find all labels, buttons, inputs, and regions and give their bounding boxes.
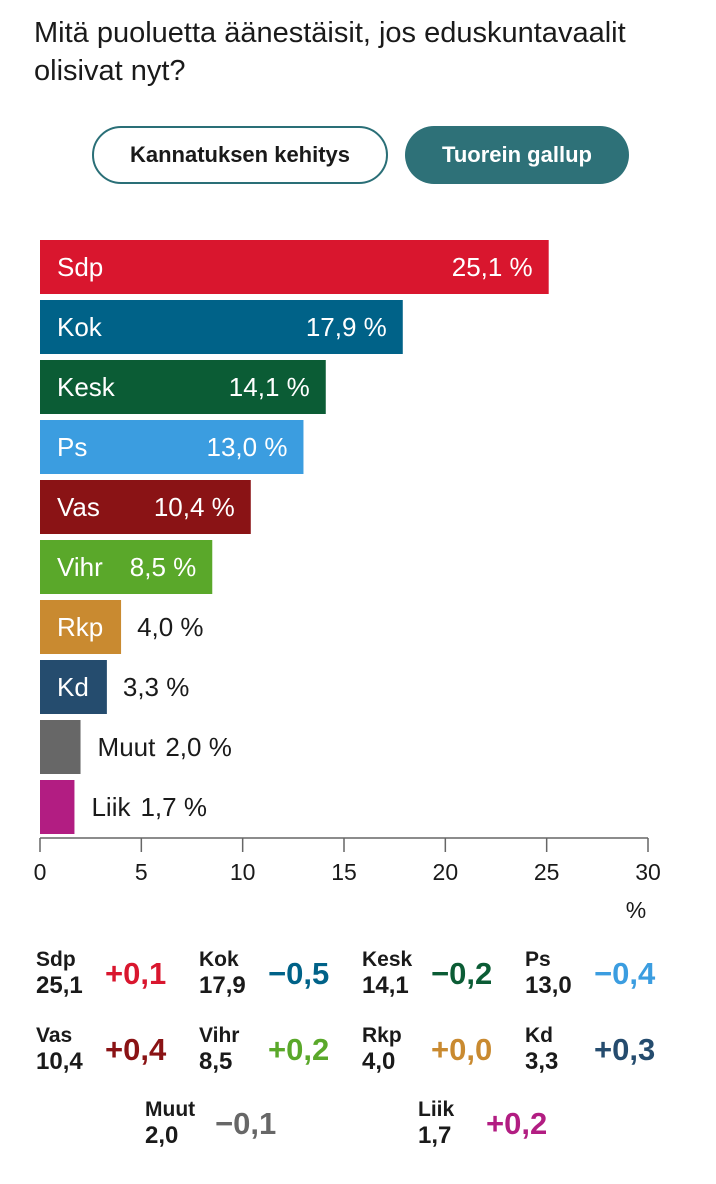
- bar-ps: [40, 420, 304, 474]
- x-tick-label-20: 20: [433, 859, 459, 885]
- bar-rkp: [40, 600, 122, 654]
- x-tick-label-0: 0: [34, 859, 47, 885]
- change-value-muut: 2,0: [145, 1122, 179, 1149]
- bar-kesk: [40, 360, 326, 414]
- bar-value-kd: 3,3 %: [123, 672, 190, 702]
- bar-vihr: [40, 540, 213, 594]
- bar-value-liik: 1,7 %: [140, 792, 207, 822]
- bar-vas: [40, 480, 251, 534]
- bar-value-sdp: 25,1 %: [452, 252, 533, 282]
- change-value-rkp: 4,0: [362, 1048, 396, 1075]
- change-party-ps: Ps: [525, 948, 551, 971]
- change-delta-sdp: +0,1: [105, 956, 167, 991]
- bar-value-vas: 10,4 %: [154, 492, 235, 522]
- change-value-sdp: 25,1: [36, 972, 83, 999]
- bar-value-ps: 13,0 %: [207, 432, 288, 462]
- bar-label-sdp: Sdp: [57, 252, 103, 282]
- change-value-kd: 3,3: [525, 1048, 559, 1075]
- bar-value-rkp: 4,0 %: [137, 612, 204, 642]
- change-value-ps: 13,0: [525, 972, 572, 999]
- change-party-kok: Kok: [199, 948, 239, 971]
- bar-label-rkp: Rkp: [57, 612, 103, 642]
- change-value-kok: 17,9: [199, 972, 246, 999]
- change-party-liik: Liik: [418, 1098, 455, 1121]
- bar-label-kesk: Kesk: [57, 372, 116, 402]
- bar-liik: [40, 780, 75, 834]
- bar-label-vihr: Vihr: [57, 552, 103, 582]
- x-axis-unit: %: [626, 897, 646, 923]
- change-party-muut: Muut: [145, 1098, 196, 1121]
- bar-value-kok: 17,9 %: [306, 312, 387, 342]
- latest-poll-button[interactable]: Tuorein gallup: [405, 126, 629, 184]
- bar-sdp: [40, 240, 549, 294]
- bar-label-kok: Kok: [57, 312, 103, 342]
- support-evolution-button[interactable]: Kannatuksen kehitys: [92, 126, 388, 184]
- x-tick-label-10: 10: [230, 859, 256, 885]
- change-delta-rkp: +0,0: [431, 1032, 493, 1067]
- change-party-rkp: Rkp: [362, 1024, 402, 1047]
- bar-value-muut: 2,0 %: [165, 732, 232, 762]
- x-tick-label-5: 5: [135, 859, 148, 885]
- change-delta-vihr: +0,2: [268, 1032, 330, 1067]
- bar-kok: [40, 300, 403, 354]
- bar-label-ps: Ps: [57, 432, 87, 462]
- bar-value-vihr: 8,5 %: [130, 552, 197, 582]
- change-delta-muut: −0,1: [215, 1106, 277, 1141]
- change-value-liik: 1,7: [418, 1122, 452, 1149]
- change-delta-liik: +0,2: [486, 1106, 548, 1141]
- change-party-kd: Kd: [525, 1024, 553, 1047]
- change-delta-kok: −0,5: [268, 956, 330, 991]
- bar-label-muut: Muut: [98, 732, 157, 762]
- change-party-vas: Vas: [36, 1024, 73, 1047]
- bar-label-kd: Kd: [57, 672, 89, 702]
- bar-value-kesk: 14,1 %: [229, 372, 310, 402]
- change-delta-kesk: −0,2: [431, 956, 493, 991]
- x-tick-label-25: 25: [534, 859, 560, 885]
- change-value-vas: 10,4: [36, 1048, 83, 1075]
- x-tick-label-30: 30: [635, 859, 661, 885]
- bar-label-vas: Vas: [57, 492, 100, 522]
- x-tick-label-15: 15: [331, 859, 357, 885]
- change-value-vihr: 8,5: [199, 1048, 233, 1075]
- change-delta-ps: −0,4: [594, 956, 656, 991]
- change-party-kesk: Kesk: [362, 948, 413, 971]
- bar-kd: [40, 660, 107, 714]
- page-title: Mitä puoluetta äänestäisit, jos eduskunt…: [34, 17, 626, 87]
- change-delta-kd: +0,3: [594, 1032, 656, 1067]
- bar-label-liik: Liik: [91, 792, 131, 822]
- change-party-vihr: Vihr: [199, 1024, 240, 1047]
- bar-muut: [40, 720, 81, 774]
- change-party-sdp: Sdp: [36, 948, 76, 971]
- change-delta-vas: +0,4: [105, 1032, 167, 1067]
- party-support-bar-chart: Sdp 25,1 % Kok 17,9 % Kesk 14,1 % Ps 13,0 % Vas 1…: [34, 240, 661, 923]
- change-value-kesk: 14,1: [362, 972, 409, 999]
